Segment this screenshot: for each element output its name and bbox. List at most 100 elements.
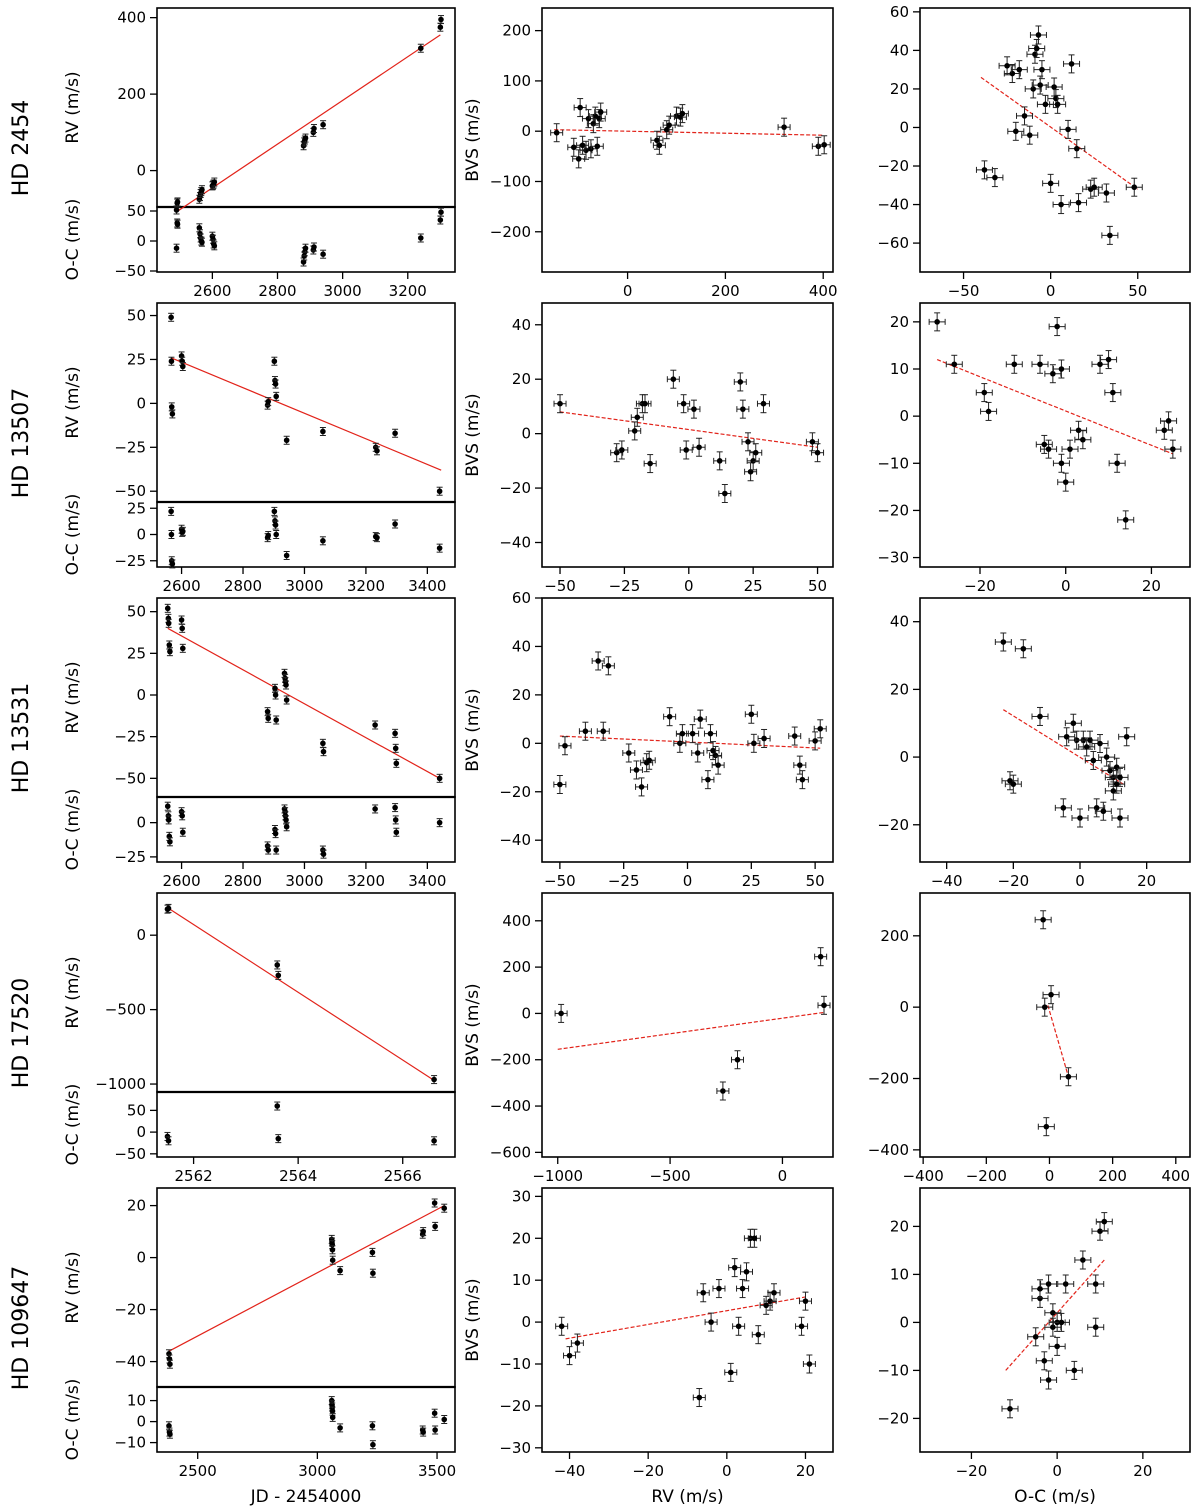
data-point bbox=[179, 813, 185, 819]
rv-point bbox=[393, 758, 400, 768]
bvs-oc-point bbox=[1070, 193, 1088, 213]
rv-point bbox=[165, 618, 172, 628]
data-point bbox=[431, 1200, 438, 1206]
bvs-oc-point bbox=[1101, 225, 1119, 245]
data-point bbox=[165, 817, 172, 823]
oc-point bbox=[432, 1425, 439, 1435]
bvs-rv-point bbox=[686, 724, 700, 744]
bvs-oc-point bbox=[1097, 183, 1115, 203]
data-point bbox=[392, 817, 399, 823]
data-point bbox=[731, 1264, 738, 1271]
data-point bbox=[283, 552, 290, 559]
bvs-oc-point bbox=[1074, 430, 1092, 450]
rv-x-axis-tick-label: −25 bbox=[609, 577, 641, 595]
data-point bbox=[180, 363, 186, 370]
bvs-rv-fit-line bbox=[557, 1011, 826, 1050]
bvs-rv-point bbox=[756, 394, 770, 414]
rv-point bbox=[392, 743, 399, 753]
data-point bbox=[802, 1298, 809, 1304]
oc-point bbox=[196, 223, 203, 233]
rv-x-axis-tick-label: 50 bbox=[806, 872, 825, 890]
bvs-rv-point bbox=[733, 372, 747, 392]
data-point bbox=[329, 1414, 336, 1421]
data-point bbox=[1080, 436, 1086, 443]
data-point bbox=[1041, 1358, 1048, 1364]
bvs-rv-point bbox=[550, 123, 564, 143]
rv-axis-tick-label: 25 bbox=[127, 644, 146, 662]
rv-point bbox=[431, 1075, 438, 1085]
oc-point bbox=[436, 818, 443, 828]
data-point bbox=[168, 531, 175, 538]
oc-point bbox=[441, 1415, 448, 1424]
rv-axis-tick-label: −50 bbox=[114, 482, 146, 500]
data-point bbox=[1093, 805, 1100, 811]
data-point bbox=[821, 1002, 827, 1009]
bvs-rv-point bbox=[576, 135, 590, 155]
bvs-oc-point bbox=[1091, 1221, 1109, 1241]
data-point bbox=[392, 730, 398, 737]
data-point bbox=[679, 110, 686, 117]
data-point bbox=[164, 605, 171, 612]
data-point bbox=[708, 1319, 714, 1325]
data-point bbox=[283, 682, 289, 688]
rv-x-axis-tick-label: 0 bbox=[778, 1167, 788, 1185]
rv-x-axis-tick-label: 0 bbox=[684, 577, 694, 595]
bvs-axis-tick-label: −30 bbox=[499, 1439, 531, 1457]
bvs-oc-y-axis-tick-label: −40 bbox=[877, 196, 909, 214]
data-point bbox=[579, 142, 586, 149]
rv-x-axis-tick-label: −20 bbox=[632, 1462, 664, 1480]
bvs-rv-point bbox=[555, 1316, 569, 1336]
data-point bbox=[165, 620, 172, 627]
data-point bbox=[1165, 418, 1172, 424]
rv-point bbox=[392, 428, 399, 438]
oc-point bbox=[272, 520, 279, 530]
bvs-oc-point bbox=[1049, 94, 1067, 114]
bvs-oc-fit-line bbox=[936, 359, 1174, 455]
data-point bbox=[272, 830, 279, 837]
oc-point bbox=[302, 243, 309, 253]
data-point bbox=[329, 1408, 336, 1414]
oc-x-axis-tick-label: 20 bbox=[1142, 577, 1161, 595]
rv-axis-tick-label: 50 bbox=[127, 307, 146, 325]
bvs-oc-y-axis-tick-label: −10 bbox=[877, 454, 909, 472]
rv-point bbox=[211, 177, 218, 187]
bvs-rv-point bbox=[701, 770, 715, 790]
bvs-rv-point bbox=[706, 741, 720, 761]
bvs-oc-point bbox=[1021, 125, 1039, 145]
star-name-row5: HD 109647 bbox=[9, 1266, 34, 1390]
data-point bbox=[168, 358, 175, 365]
bvs-rv-point bbox=[728, 1258, 742, 1278]
bvs-rv-point bbox=[675, 724, 689, 744]
bvs-rv-point bbox=[747, 733, 761, 753]
bvs-oc-point bbox=[1031, 706, 1049, 726]
bvs-oc-point bbox=[1044, 1303, 1062, 1323]
oc-x-axis-tick-label: 50 bbox=[1128, 282, 1147, 300]
bvs-oc-point bbox=[1064, 713, 1082, 733]
bvs-rv-point bbox=[692, 1388, 706, 1408]
bvs-rv-point bbox=[716, 1081, 730, 1101]
data-point bbox=[720, 1088, 726, 1094]
data-point bbox=[716, 458, 723, 464]
data-point bbox=[992, 174, 998, 181]
data-point bbox=[302, 245, 309, 251]
oc-point bbox=[319, 536, 326, 546]
data-point bbox=[372, 806, 378, 812]
bvs-oc-point bbox=[1035, 1351, 1053, 1371]
data-point bbox=[300, 259, 307, 265]
oc-x-axis-tick-label: −50 bbox=[948, 282, 980, 300]
data-point bbox=[436, 775, 443, 782]
oc-point bbox=[283, 551, 290, 560]
oc-x-axis-tick-label: −400 bbox=[903, 1167, 944, 1185]
data-point bbox=[1007, 1406, 1013, 1412]
bvs-rv-point bbox=[813, 719, 827, 739]
bvs-oc-point bbox=[1010, 60, 1028, 80]
oc-point bbox=[320, 849, 327, 859]
oc-x-axis-tick-label: 0 bbox=[1045, 1167, 1055, 1185]
data-point bbox=[817, 953, 824, 960]
bvs-oc-y-axis-tick-label: −20 bbox=[877, 157, 909, 175]
time-axis-tick-label: 2600 bbox=[193, 282, 231, 300]
rv-point bbox=[283, 695, 290, 705]
bvs-oc-point bbox=[1084, 750, 1102, 770]
bvs-rv-point bbox=[642, 750, 656, 770]
